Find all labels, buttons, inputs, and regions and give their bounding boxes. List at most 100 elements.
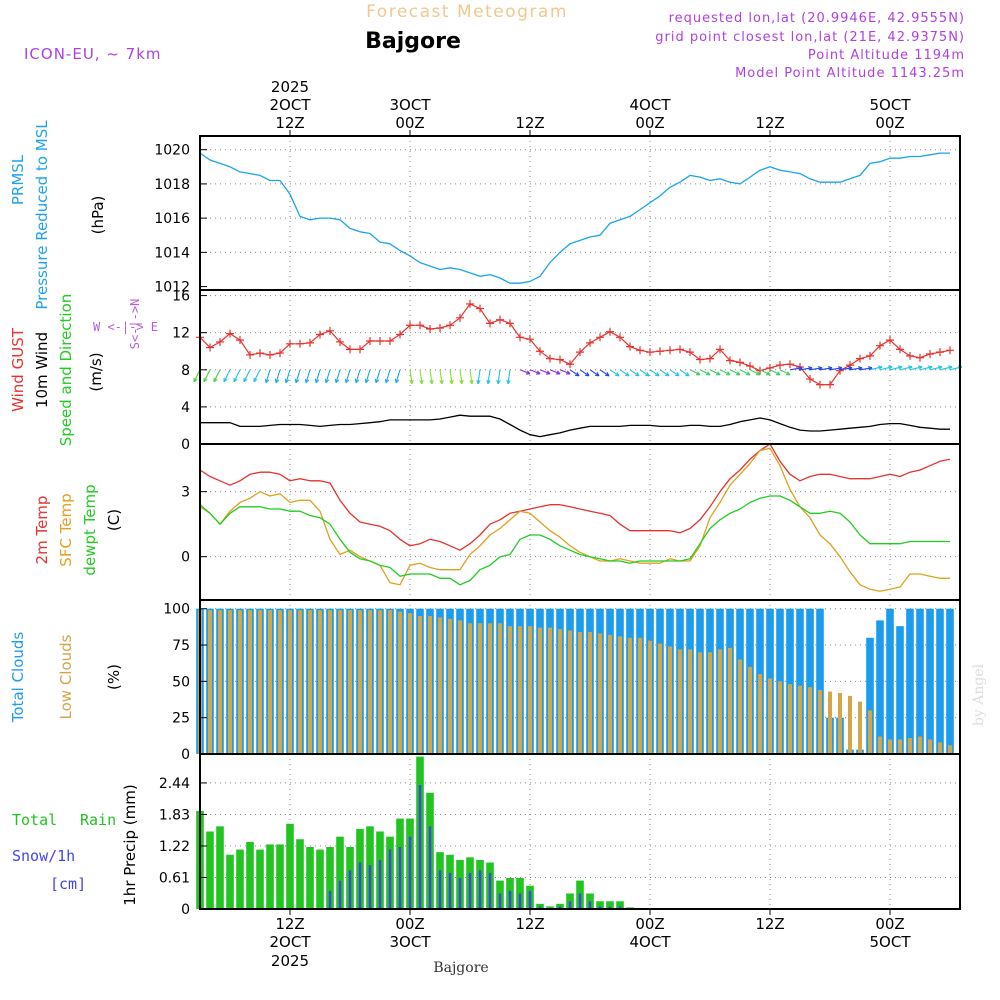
wind-arrow-head bbox=[684, 372, 690, 377]
precip-label-total: Total bbox=[12, 811, 57, 829]
top-time-label: 12Z bbox=[755, 114, 784, 132]
wind-tick: 8 bbox=[181, 363, 190, 379]
wind-direction-arrow bbox=[669, 369, 680, 377]
precip-label-rain: Rain bbox=[80, 811, 116, 829]
wind-direction-arrow bbox=[305, 369, 311, 383]
low-cloud-bar bbox=[228, 610, 232, 754]
low-cloud-bar bbox=[758, 674, 762, 754]
wind-arrow-head bbox=[868, 366, 873, 371]
rain-bar bbox=[296, 839, 304, 909]
snow-bar bbox=[468, 872, 472, 909]
wind-direction-arrow bbox=[739, 369, 751, 376]
low-cloud-bar bbox=[528, 626, 532, 754]
wind-arrow-head bbox=[394, 378, 400, 384]
snow-bar bbox=[328, 890, 332, 909]
rain-bar bbox=[206, 831, 214, 909]
wind-direction-arrow bbox=[809, 367, 823, 371]
gust-marker bbox=[536, 347, 544, 356]
gust-marker bbox=[456, 313, 464, 322]
wind-arrow-head bbox=[745, 371, 751, 376]
wind-arrow-head bbox=[755, 371, 761, 376]
low-cloud-bar bbox=[678, 649, 682, 754]
wind-arrow-head bbox=[735, 371, 741, 376]
low-cloud-bar bbox=[848, 695, 852, 754]
wind-direction-arrow bbox=[629, 369, 640, 377]
low-cloud-bar bbox=[458, 620, 462, 754]
wind-arrow-head bbox=[419, 379, 424, 385]
gust-marker bbox=[286, 339, 294, 348]
low-cloud-bar bbox=[798, 685, 802, 754]
bottom-time-label: 2OCT bbox=[270, 933, 312, 951]
location-title: Bajgore bbox=[365, 29, 461, 54]
gust-marker bbox=[356, 345, 364, 354]
rain-bar bbox=[256, 849, 264, 909]
low-cloud-bar bbox=[648, 640, 652, 754]
pressure-unit: (hPa) bbox=[89, 196, 107, 235]
low-cloud-bar bbox=[698, 652, 702, 754]
wind-direction-arrow bbox=[429, 369, 433, 384]
model-altitude: Model Point Altitude 1143.25m bbox=[735, 66, 965, 81]
clouds-tick: 100 bbox=[163, 602, 190, 618]
gust-marker bbox=[946, 346, 954, 355]
bottom-time-label: 12Z bbox=[515, 915, 544, 933]
low-cloud-bar bbox=[268, 610, 272, 754]
wind-arrow-head bbox=[695, 371, 701, 376]
wind-direction-arrow bbox=[549, 369, 561, 375]
wind-arrow-head bbox=[725, 371, 731, 376]
gust-marker bbox=[566, 360, 574, 369]
gust-marker bbox=[406, 321, 414, 330]
low-cloud-bar bbox=[428, 615, 432, 754]
gust-marker bbox=[576, 348, 584, 357]
sfc-temp-line bbox=[199, 447, 950, 592]
wind-direction-arrow bbox=[325, 369, 331, 383]
low-cloud-bar bbox=[358, 610, 362, 754]
gust-marker bbox=[806, 375, 814, 384]
wind-arrow-head bbox=[264, 378, 270, 384]
low-cloud-bar bbox=[478, 623, 482, 754]
bottom-time-label: 3OCT bbox=[390, 933, 432, 951]
watermark: by Angel bbox=[971, 663, 987, 726]
pressure-label-1: PRMSL bbox=[9, 154, 27, 205]
wind-direction-arrow bbox=[275, 369, 281, 383]
top-time-label: 3OCT bbox=[390, 96, 432, 114]
rain-bar bbox=[226, 854, 234, 909]
gust-marker bbox=[586, 338, 594, 347]
wind-direction-arrow bbox=[759, 369, 771, 376]
gust-marker bbox=[316, 330, 324, 339]
wind-direction-arrow bbox=[335, 369, 341, 383]
gust-marker bbox=[716, 345, 724, 354]
gust-marker bbox=[866, 351, 874, 360]
wind-direction-arrow bbox=[899, 366, 913, 371]
wind-direction-arrow bbox=[507, 369, 511, 384]
low-cloud-bar bbox=[508, 626, 512, 754]
wind-arrow-head bbox=[848, 366, 853, 371]
top-time-label: 12Z bbox=[275, 114, 304, 132]
compass-we: W <-|-> E bbox=[93, 320, 158, 334]
wind-arrow-head bbox=[594, 372, 600, 377]
low-cloud-bar bbox=[778, 681, 782, 754]
gust-marker bbox=[326, 326, 334, 335]
precip-tick: 1.22 bbox=[159, 839, 190, 855]
low-cloud-bar bbox=[548, 627, 552, 754]
snow-bar bbox=[378, 859, 382, 909]
wind-direction-arrow bbox=[539, 369, 551, 375]
wind-direction-arrow bbox=[395, 369, 401, 383]
gust-marker bbox=[246, 350, 254, 359]
wind-arrow-head bbox=[429, 379, 434, 385]
wind-direction-arrow bbox=[859, 367, 873, 371]
wind-direction-arrow bbox=[487, 369, 491, 384]
wind-tick: 4 bbox=[181, 400, 190, 416]
pressure-tick: 1016 bbox=[154, 211, 190, 227]
bottom-time-label: 00Z bbox=[875, 915, 904, 933]
gust-marker bbox=[266, 350, 274, 359]
low-cloud-bar bbox=[298, 610, 302, 754]
low-cloud-bar bbox=[828, 691, 832, 754]
top-time-label: 5OCT bbox=[870, 96, 912, 114]
gust-marker bbox=[726, 356, 734, 365]
wind-direction-arrow bbox=[799, 367, 813, 371]
snow-bar bbox=[598, 906, 602, 909]
gust-marker bbox=[256, 349, 264, 358]
gust-marker bbox=[906, 351, 914, 360]
wind-arrow-head bbox=[253, 377, 258, 383]
wind-label-1: Wind GUST bbox=[9, 327, 27, 412]
